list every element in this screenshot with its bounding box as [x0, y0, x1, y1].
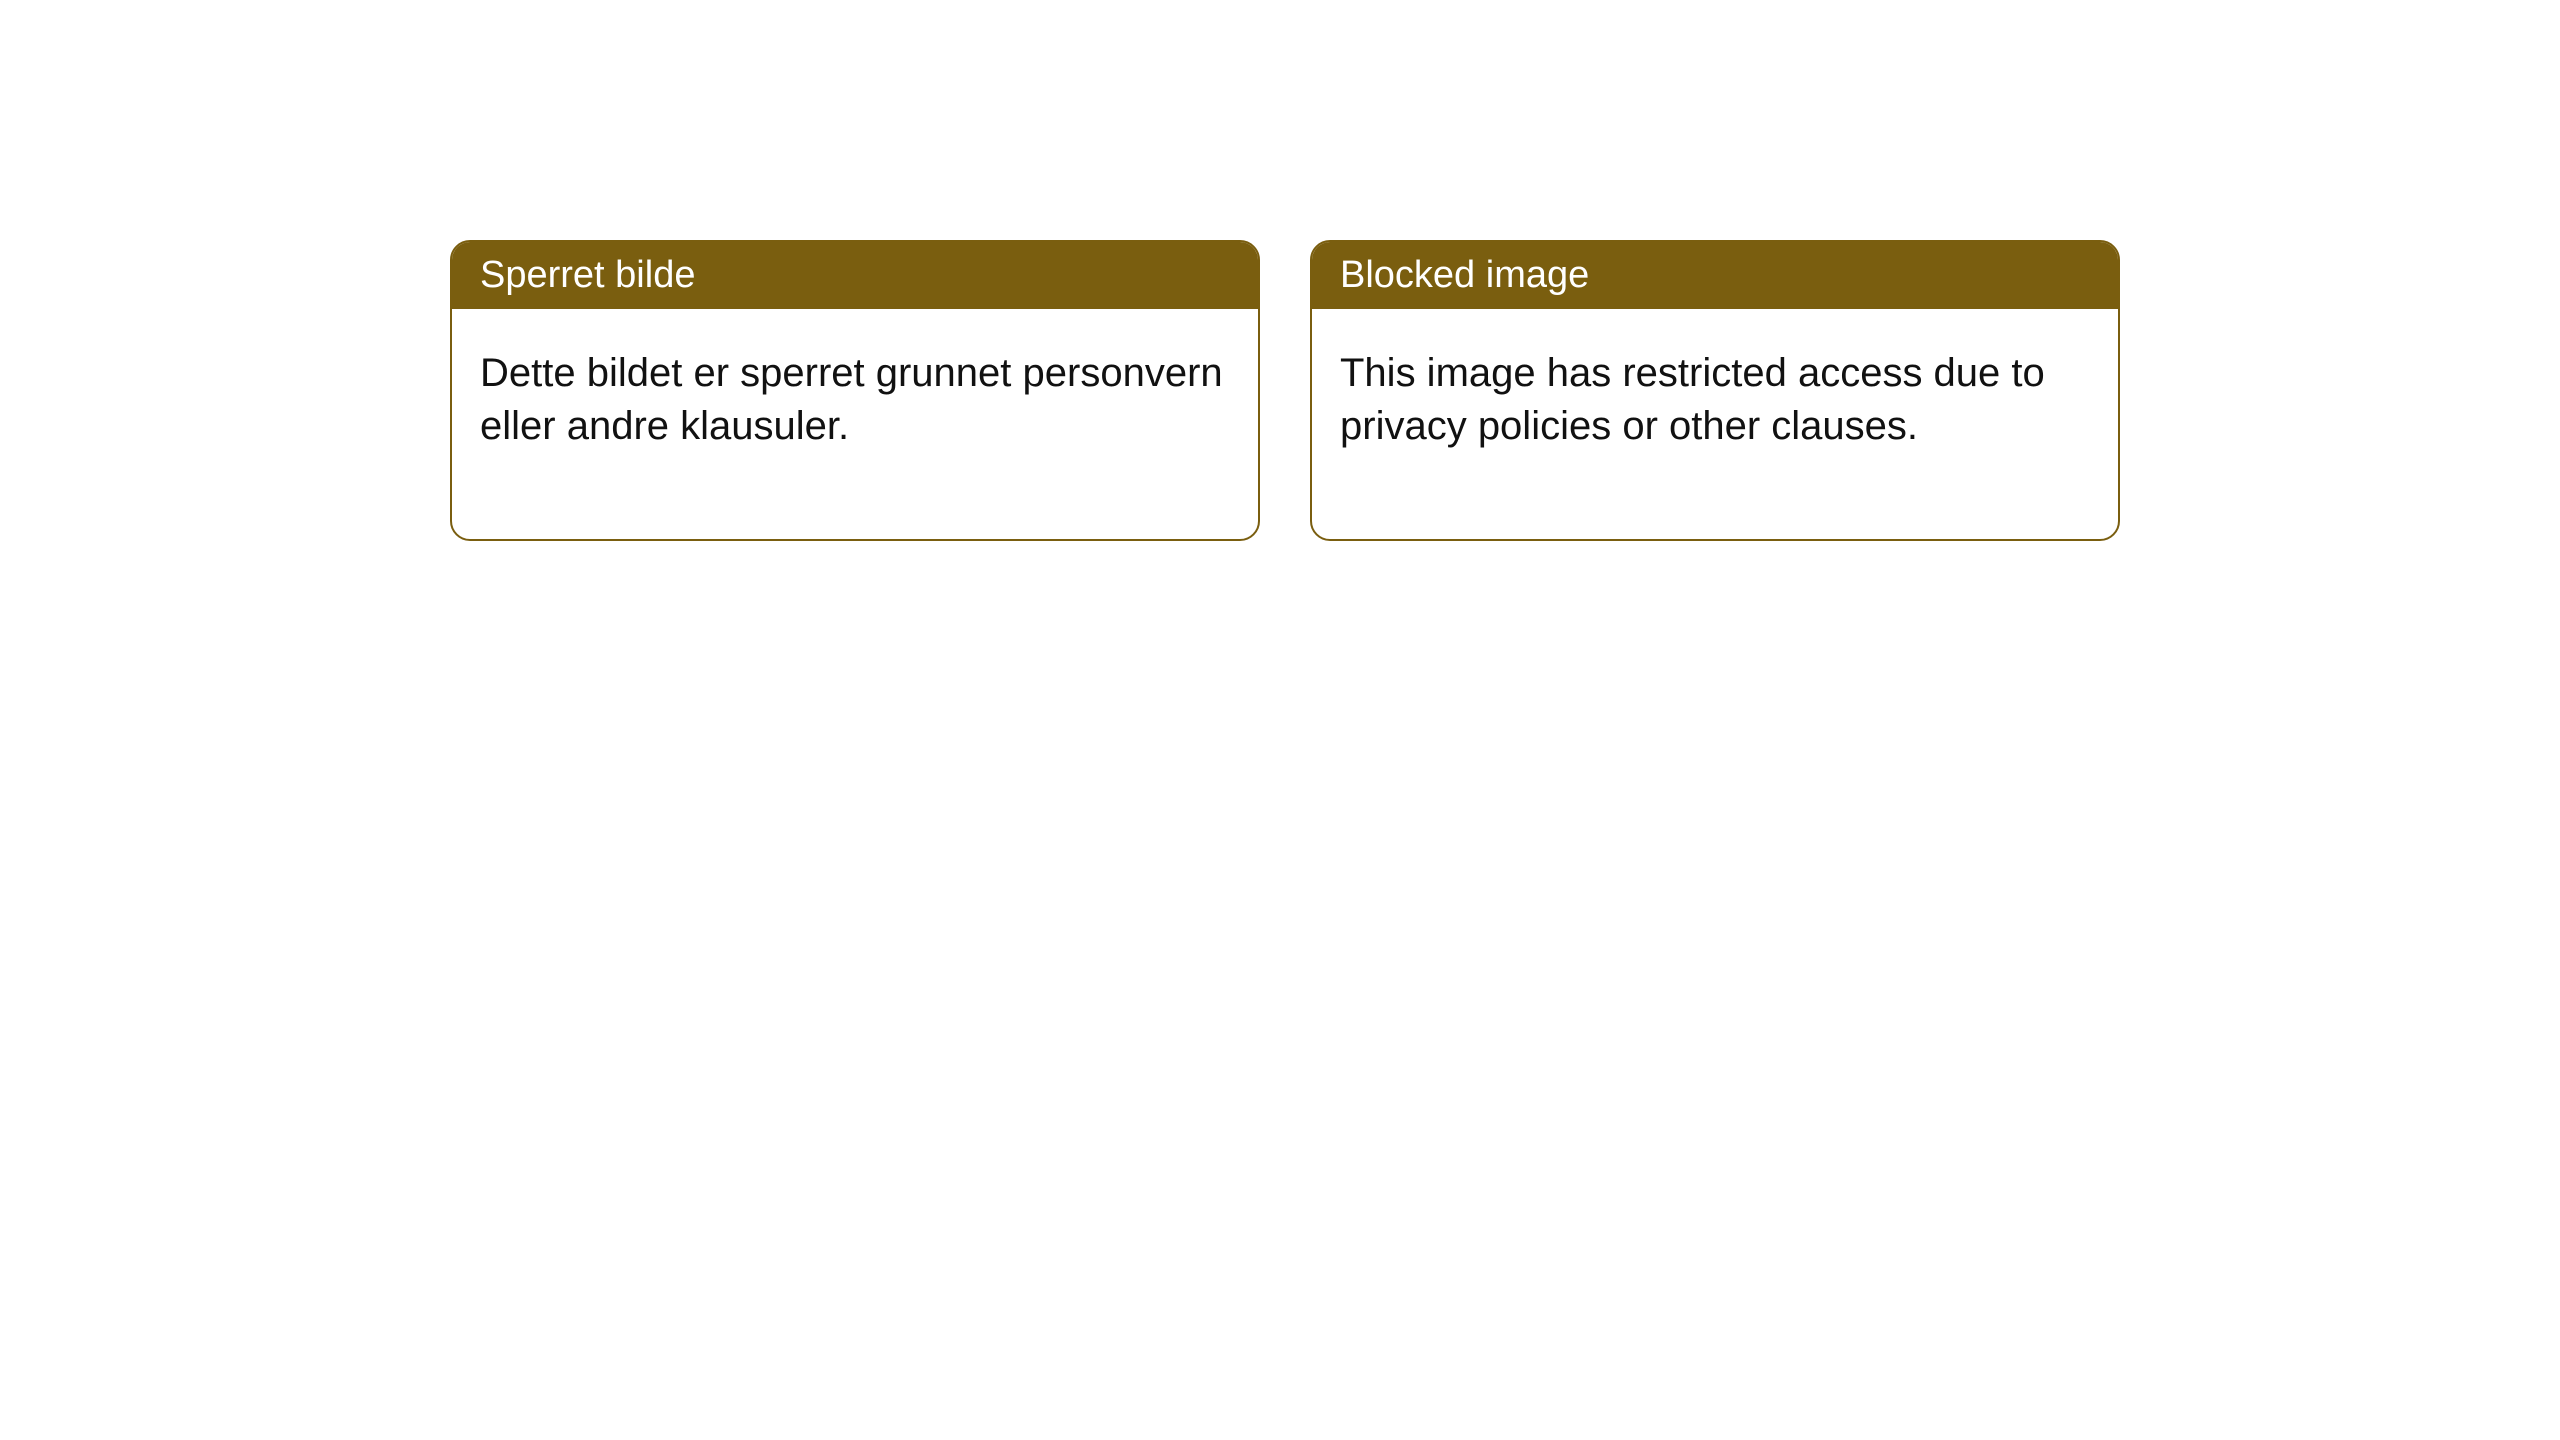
notice-body: This image has restricted access due to … [1312, 309, 2118, 539]
notice-container: Sperret bilde Dette bildet er sperret gr… [0, 0, 2560, 541]
notice-header-text: Blocked image [1340, 254, 1589, 296]
notice-header: Blocked image [1312, 242, 2118, 309]
notice-body-text: Dette bildet er sperret grunnet personve… [480, 351, 1223, 448]
notice-header-text: Sperret bilde [480, 254, 695, 296]
notice-body-text: This image has restricted access due to … [1340, 351, 2045, 448]
notice-card-norwegian: Sperret bilde Dette bildet er sperret gr… [450, 240, 1260, 541]
notice-header: Sperret bilde [452, 242, 1258, 309]
notice-card-english: Blocked image This image has restricted … [1310, 240, 2120, 541]
notice-body: Dette bildet er sperret grunnet personve… [452, 309, 1258, 539]
